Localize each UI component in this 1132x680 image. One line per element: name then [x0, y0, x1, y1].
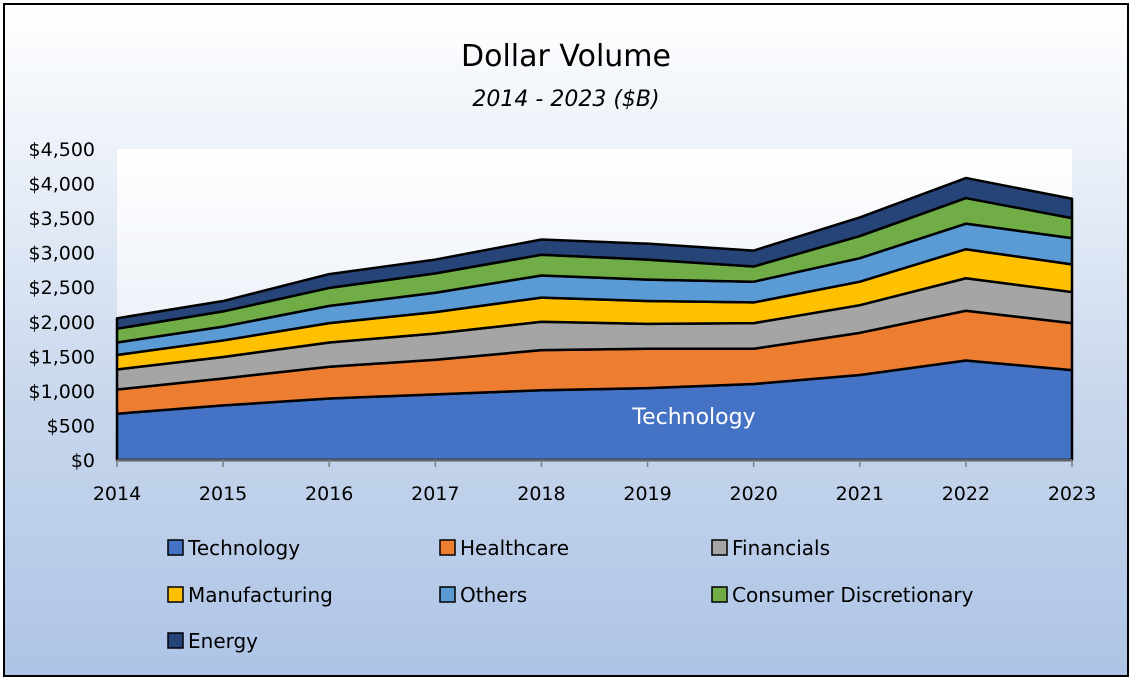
x-tick-label: 2023 — [1048, 483, 1096, 505]
legend-swatch-others — [439, 586, 456, 603]
legend-label-manufacturing: Manufacturing — [188, 583, 333, 607]
y-tick-label: $2,000 — [29, 312, 95, 334]
x-tick-label: 2017 — [411, 483, 459, 505]
legend-label-others: Others — [460, 583, 527, 607]
y-tick-label: $1,000 — [29, 381, 95, 403]
area-series-group — [115, 176, 1074, 462]
legend-label-technology: Technology — [187, 536, 300, 560]
y-tick-label: $0 — [71, 450, 95, 472]
legend-label-healthcare: Healthcare — [460, 536, 569, 560]
y-tick-label: $3,000 — [29, 243, 95, 265]
y-tick-label: $1,500 — [29, 346, 95, 368]
legend-swatch-energy — [167, 632, 184, 649]
y-tick-label: $3,500 — [29, 208, 95, 230]
x-tick-label: 2022 — [942, 483, 990, 505]
legend-label-consumer-discretionary: Consumer Discretionary — [732, 583, 974, 607]
legend-swatch-healthcare — [439, 539, 456, 556]
x-tick-label: 2020 — [729, 483, 777, 505]
x-tick-label: 2016 — [305, 483, 353, 505]
area-energy — [115, 176, 1074, 330]
chart-title: Dollar Volume — [461, 39, 671, 74]
x-tick-label: 2018 — [517, 483, 565, 505]
legend-swatch-consumer-discretionary — [711, 586, 728, 603]
y-tick-label: $2,500 — [29, 277, 95, 299]
axes-group: 2014 2015 2016 2017 2018 2019 2020 2021 2022 2023… — [29, 139, 1097, 505]
x-tick-label: 2015 — [199, 483, 247, 505]
x-tick-label: 2021 — [836, 483, 884, 505]
x-tick-label: 2014 — [93, 483, 141, 505]
legend-label-financials: Financials — [732, 536, 830, 560]
technology-area-label: Technology — [631, 405, 755, 430]
y-tick-label: $500 — [47, 415, 95, 437]
legend: Technology Healthcare Financials Manufactur… — [167, 536, 974, 653]
y-tick-label: $4,500 — [29, 139, 95, 161]
y-tick-label: $4,000 — [29, 174, 95, 196]
legend-swatch-technology — [167, 539, 184, 556]
x-tick-label: 2019 — [623, 483, 671, 505]
legend-swatch-manufacturing — [167, 586, 184, 603]
legend-swatch-financials — [711, 539, 728, 556]
chart-subtitle: 2014 - 2023 ($B) — [472, 87, 659, 112]
legend-label-energy: Energy — [188, 629, 258, 653]
